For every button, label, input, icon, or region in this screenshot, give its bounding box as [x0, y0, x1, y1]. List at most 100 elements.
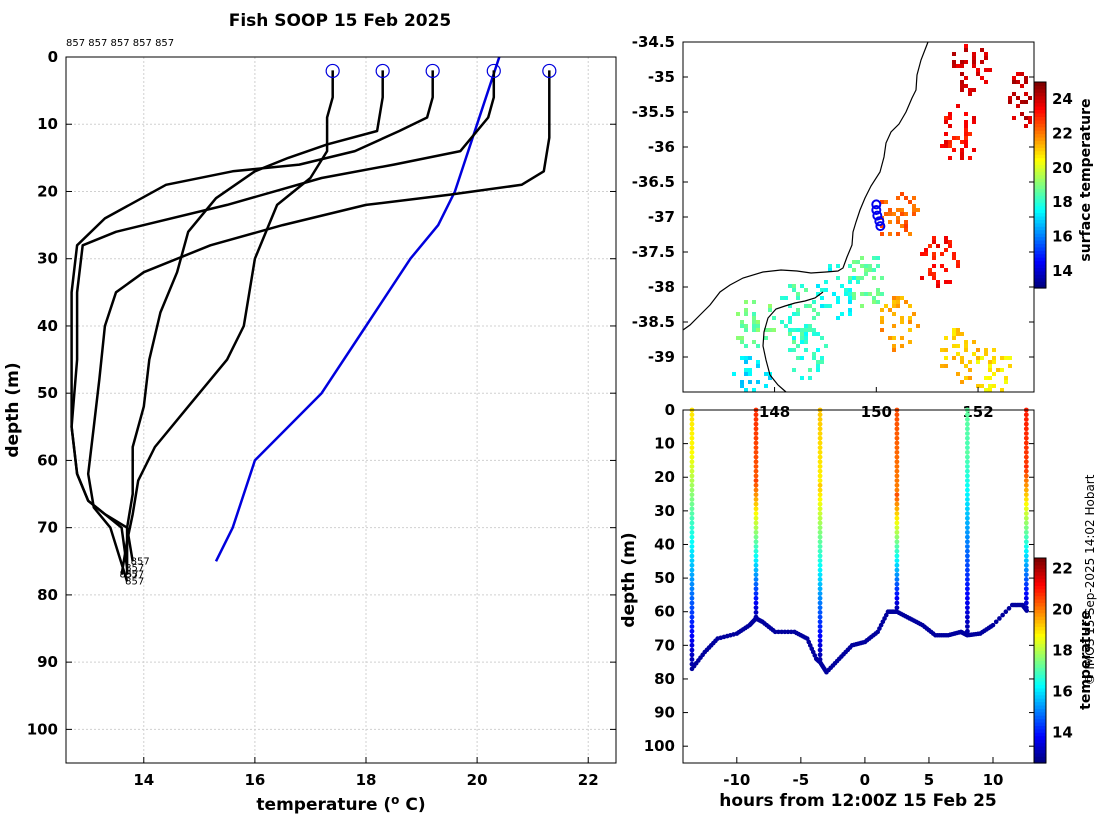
sst-cell: [848, 264, 852, 268]
sst-cell: [896, 300, 900, 304]
cast-point: [689, 638, 695, 644]
sst-cell: [736, 336, 740, 340]
sst-cell: [956, 136, 960, 140]
section-y-tick-label: 70: [654, 636, 675, 654]
cast-point: [753, 525, 759, 531]
sst-cell: [904, 196, 908, 200]
sst-cell: [792, 368, 796, 372]
sst-cell: [836, 296, 840, 300]
track-marker: [874, 216, 885, 227]
y-tick-label: 60: [37, 451, 58, 469]
sst-cell: [880, 276, 884, 280]
cast-point: [817, 473, 823, 479]
cast-point: [689, 440, 695, 446]
profile-grid: [66, 56, 616, 763]
colorbar-segment: [1034, 694, 1046, 699]
sst-cell: [1008, 364, 1012, 368]
cast-point: [753, 417, 759, 422]
lat-tick-label: -34.5: [632, 33, 675, 51]
cast-point: [689, 449, 695, 455]
surface-marker: [486, 63, 501, 79]
sst-cell: [924, 252, 928, 256]
cast-point: [894, 482, 900, 488]
colorbar-segment: [1034, 171, 1046, 176]
cast-point: [817, 642, 823, 648]
section-y-tick-label: 60: [654, 603, 675, 621]
series-profile-4: [125, 70, 384, 575]
colorbar-segment: [1034, 95, 1046, 100]
y-tick-label: 10: [37, 115, 58, 133]
cast-point: [753, 440, 759, 446]
bottom-point: [1000, 612, 1005, 618]
cast-point: [817, 487, 823, 493]
sst-cell: [828, 304, 832, 308]
sst-cell: [916, 208, 920, 212]
sst-cell: [964, 344, 968, 348]
sst-cell: [924, 248, 928, 252]
sst-cell: [960, 80, 964, 84]
x-tick-label: 18: [356, 771, 377, 789]
sst-cell: [980, 48, 984, 52]
sst-cell: [940, 264, 944, 268]
sst-cell: [880, 232, 884, 236]
sst-cell: [880, 200, 884, 204]
sst-cell: [944, 268, 948, 272]
temperature-colorbar: 14 16 18 20 22: [1033, 557, 1073, 764]
cast-point: [817, 558, 823, 564]
sst-cell: [892, 324, 896, 328]
colorbar-segment: [1034, 215, 1046, 220]
lat-tick-label: -38: [648, 278, 675, 296]
sst-cell: [900, 320, 904, 324]
cast-point: [817, 591, 823, 596]
sst-cell: [948, 240, 952, 244]
colorbar-segment: [1034, 595, 1046, 600]
section-y-tick-label: 80: [654, 670, 675, 688]
colorbar-segment: [1034, 257, 1046, 262]
cast-point: [689, 572, 695, 578]
colorbar-segment: [1034, 701, 1046, 706]
cast-point: [753, 586, 759, 592]
cast-point: [964, 506, 970, 512]
sst-cell: [928, 244, 932, 248]
sst-cell: [900, 208, 904, 212]
cast-point: [817, 548, 823, 554]
cast-point: [1023, 426, 1029, 432]
colorbar-segment: [1034, 274, 1046, 279]
sst-cell: [944, 120, 948, 124]
cast-point: [817, 619, 823, 625]
sst-cell: [944, 240, 948, 244]
sst-cell: [876, 288, 880, 292]
colorbar-segment: [1034, 136, 1046, 141]
colorbar-segment: [1034, 704, 1046, 709]
colorbar-segment: [1034, 657, 1046, 662]
sst-cell: [980, 60, 984, 64]
sst-cell: [788, 332, 792, 336]
colorbar-segment: [1034, 619, 1046, 624]
cast-point: [1023, 501, 1029, 507]
colorbar-segment: [1034, 219, 1046, 224]
cast-point: [689, 520, 695, 526]
sst-cell: [792, 340, 796, 344]
sst-cell: [736, 312, 740, 316]
cast-point: [753, 577, 759, 582]
sst-cell: [892, 348, 896, 352]
cast-point: [1023, 445, 1029, 451]
sst-cell: [832, 292, 836, 296]
sst-cell: [824, 304, 828, 308]
cast-point: [689, 534, 695, 540]
cast-point: [894, 492, 900, 498]
sst-cell: [812, 300, 816, 304]
colorbar-segment: [1034, 281, 1046, 286]
cast-point: [964, 614, 970, 620]
section-y-tick-label: 30: [654, 502, 675, 520]
cast-point: [1023, 581, 1029, 587]
sst-cell: [932, 240, 936, 244]
sst-cell: [880, 328, 884, 332]
sst-cell: [900, 212, 904, 216]
sst-cell: [992, 356, 996, 360]
sst-cell: [744, 344, 748, 348]
colorbar-segment: [1034, 82, 1046, 87]
sst-cell: [948, 140, 952, 144]
sst-cell: [816, 312, 820, 316]
